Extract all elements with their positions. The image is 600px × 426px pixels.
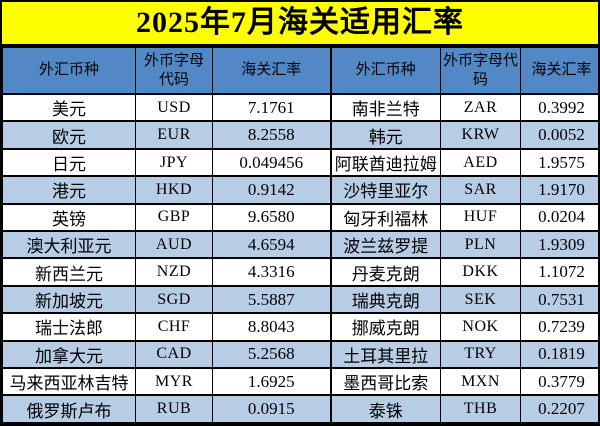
column-header-code-right: 外币字母代码	[440, 46, 521, 95]
currency-name-cell: 瑞士法郎	[2, 312, 136, 342]
currency-code-cell: THB	[440, 394, 521, 424]
table-row: 瑞士法郎 CHF 8.8043 挪威克朗 NOK 0.7239	[2, 312, 598, 342]
currency-code-cell: NZD	[135, 257, 213, 287]
rate-cell: 1.9575	[520, 147, 598, 178]
currency-code-cell: SGD	[135, 284, 213, 315]
currency-code-cell: KRW	[440, 120, 521, 150]
table-body: 美元 USD 7.1761 南非兰特 ZAR 0.3992 欧元 EUR 8.2…	[2, 92, 598, 424]
rate-cell: 1.9170	[520, 175, 598, 205]
currency-name-cell: 瑞典克朗	[329, 284, 441, 315]
table-row: 新加坡元 SGD 5.5887 瑞典克朗 SEK 0.7531	[2, 284, 598, 315]
rate-cell: 0.9142	[212, 175, 331, 205]
currency-name-cell: 沙特里亚尔	[329, 175, 441, 205]
rate-cell: 0.0204	[520, 202, 598, 233]
rate-cell: 4.3316	[212, 257, 331, 287]
currency-name-cell: 美元	[2, 92, 136, 123]
currency-name-cell: 俄罗斯卢布	[2, 394, 136, 424]
rate-cell: 0.7531	[520, 284, 598, 315]
column-header-currency-left: 外汇币种	[2, 46, 136, 95]
currency-name-cell: 丹麦克朗	[329, 257, 441, 287]
currency-code-cell: AUD	[135, 230, 213, 260]
exchange-rate-table: 外汇币种 外币字母代码 海关汇率 外汇币种 外币字母代码 海关汇率 美元 USD…	[2, 46, 598, 424]
rate-cell: 0.049456	[212, 147, 331, 178]
rate-cell: 7.1761	[212, 92, 331, 123]
currency-name-cell: 匈牙利福林	[329, 202, 441, 233]
rate-cell: 4.6594	[212, 230, 331, 260]
table-row: 日元 JPY 0.049456 阿联酋迪拉姆 AED 1.9575	[2, 147, 598, 178]
currency-code-cell: JPY	[135, 147, 213, 178]
currency-name-cell: 澳大利亚元	[2, 230, 136, 260]
currency-name-cell: 土耳其里拉	[329, 339, 441, 370]
currency-code-cell: NOK	[440, 312, 521, 342]
column-header-code-left: 外币字母代码	[135, 46, 213, 95]
currency-code-cell: EUR	[135, 120, 213, 150]
currency-code-cell: DKK	[440, 257, 521, 287]
table-row: 欧元 EUR 8.2558 韩元 KRW 0.0052	[2, 120, 598, 150]
column-header-rate-left: 海关汇率	[212, 46, 331, 95]
currency-name-cell: 韩元	[329, 120, 441, 150]
currency-name-cell: 泰铢	[329, 394, 441, 424]
table-row: 英镑 GBP 9.6580 匈牙利福林 HUF 0.0204	[2, 202, 598, 233]
table-row: 俄罗斯卢布 RUB 0.0915 泰铢 THB 0.2207	[2, 394, 598, 424]
column-header-rate-right: 海关汇率	[520, 46, 598, 95]
rate-cell: 8.8043	[212, 312, 331, 342]
page-title: 2025年7月海关适用汇率	[136, 6, 464, 39]
currency-code-cell: PLN	[440, 230, 521, 260]
rate-cell: 1.9309	[520, 230, 598, 260]
currency-code-cell: CHF	[135, 312, 213, 342]
rate-cell: 0.3779	[520, 367, 598, 397]
currency-code-cell: ZAR	[440, 92, 521, 123]
currency-code-cell: MYR	[135, 367, 213, 397]
title-banner: 2025年7月海关适用汇率	[2, 2, 598, 46]
currency-name-cell: 南非兰特	[329, 92, 441, 123]
currency-name-cell: 新西兰元	[2, 257, 136, 287]
currency-name-cell: 港元	[2, 175, 136, 205]
currency-code-cell: RUB	[135, 394, 213, 424]
currency-name-cell: 新加坡元	[2, 284, 136, 315]
currency-code-cell: USD	[135, 92, 213, 123]
currency-code-cell: GBP	[135, 202, 213, 233]
currency-code-cell: SEK	[440, 284, 521, 315]
table-row: 美元 USD 7.1761 南非兰特 ZAR 0.3992	[2, 92, 598, 123]
currency-name-cell: 阿联酋迪拉姆	[329, 147, 441, 178]
currency-code-cell: CAD	[135, 339, 213, 370]
rate-cell: 0.2207	[520, 394, 598, 424]
currency-code-cell: SAR	[440, 175, 521, 205]
column-header-currency-right: 外汇币种	[329, 46, 441, 95]
table-row: 加拿大元 CAD 5.2568 土耳其里拉 TRY 0.1819	[2, 339, 598, 370]
currency-code-cell: AED	[440, 147, 521, 178]
currency-code-cell: HUF	[440, 202, 521, 233]
rate-cell: 0.0915	[212, 394, 331, 424]
currency-name-cell: 加拿大元	[2, 339, 136, 370]
rate-cell: 0.7239	[520, 312, 598, 342]
rate-cell: 5.2568	[212, 339, 331, 370]
table-row: 新西兰元 NZD 4.3316 丹麦克朗 DKK 1.1072	[2, 257, 598, 287]
rate-cell: 1.1072	[520, 257, 598, 287]
currency-name-cell: 波兰兹罗提	[329, 230, 441, 260]
rate-cell: 0.0052	[520, 120, 598, 150]
currency-name-cell: 挪威克朗	[329, 312, 441, 342]
currency-name-cell: 日元	[2, 147, 136, 178]
currency-name-cell: 英镑	[2, 202, 136, 233]
table-header-row: 外汇币种 外币字母代码 海关汇率 外汇币种 外币字母代码 海关汇率	[2, 46, 598, 95]
rate-cell: 1.6925	[212, 367, 331, 397]
table-row: 港元 HKD 0.9142 沙特里亚尔 SAR 1.9170	[2, 175, 598, 205]
rate-cell: 0.3992	[520, 92, 598, 123]
currency-name-cell: 马来西亚林吉特	[2, 367, 136, 397]
table-row: 马来西亚林吉特 MYR 1.6925 墨西哥比索 MXN 0.3779	[2, 367, 598, 397]
rate-cell: 0.1819	[520, 339, 598, 370]
currency-name-cell: 墨西哥比索	[329, 367, 441, 397]
currency-code-cell: MXN	[440, 367, 521, 397]
rate-cell: 8.2558	[212, 120, 331, 150]
rate-cell: 5.5887	[212, 284, 331, 315]
currency-code-cell: TRY	[440, 339, 521, 370]
rate-cell: 9.6580	[212, 202, 331, 233]
table-row: 澳大利亚元 AUD 4.6594 波兰兹罗提 PLN 1.9309	[2, 230, 598, 260]
currency-name-cell: 欧元	[2, 120, 136, 150]
currency-code-cell: HKD	[135, 175, 213, 205]
